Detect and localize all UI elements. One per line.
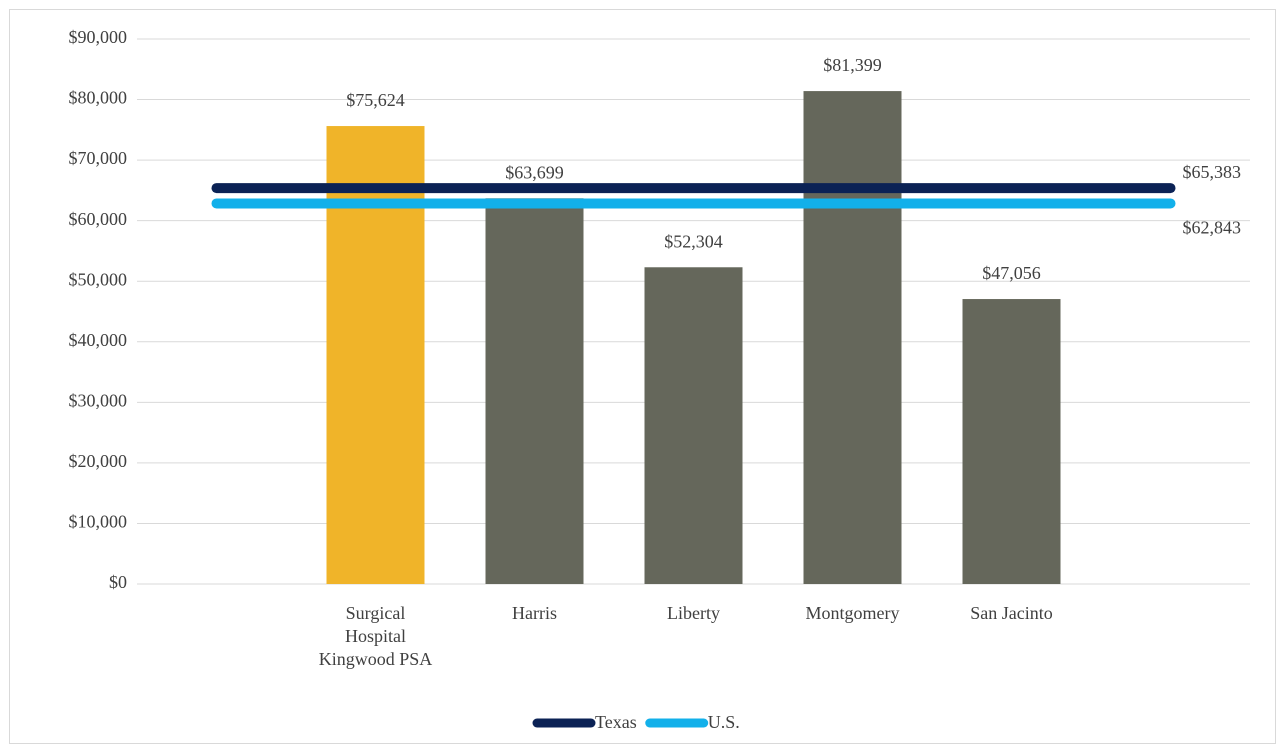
y-tick-label: $0 (109, 572, 127, 592)
bar (644, 267, 743, 584)
reference-label: $65,383 (1183, 162, 1242, 182)
x-tick-label: San Jacinto (970, 603, 1053, 623)
value-label: $52,304 (664, 231, 723, 251)
bar (803, 91, 902, 584)
y-tick-label: $40,000 (69, 330, 128, 350)
y-tick-label: $70,000 (69, 148, 128, 168)
legend-label: U.S. (708, 712, 740, 732)
y-tick-label: $10,000 (69, 512, 128, 532)
y-tick-label: $30,000 (69, 390, 128, 410)
chart-border (9, 9, 1276, 744)
y-tick-label: $90,000 (69, 27, 128, 47)
y-tick-label: $50,000 (69, 269, 128, 289)
legend-label: Texas (595, 712, 637, 732)
x-tick-label: Surgical Hospital Kingwood PSA (318, 603, 433, 669)
value-label: $75,624 (346, 90, 405, 110)
x-tick-label: Harris (512, 603, 557, 623)
y-tick-label: $60,000 (69, 209, 128, 229)
bar (962, 299, 1061, 584)
value-label: $63,699 (505, 162, 564, 182)
reference-label: $62,843 (1183, 218, 1242, 238)
x-tick-label: Liberty (667, 603, 720, 623)
bar (485, 198, 584, 585)
value-label: $47,056 (982, 263, 1041, 283)
y-tick-label: $80,000 (69, 88, 128, 108)
y-tick-label: $20,000 (69, 451, 128, 471)
value-label: $81,399 (823, 55, 882, 75)
bar (326, 126, 425, 585)
x-tick-label: Montgomery (805, 603, 900, 623)
